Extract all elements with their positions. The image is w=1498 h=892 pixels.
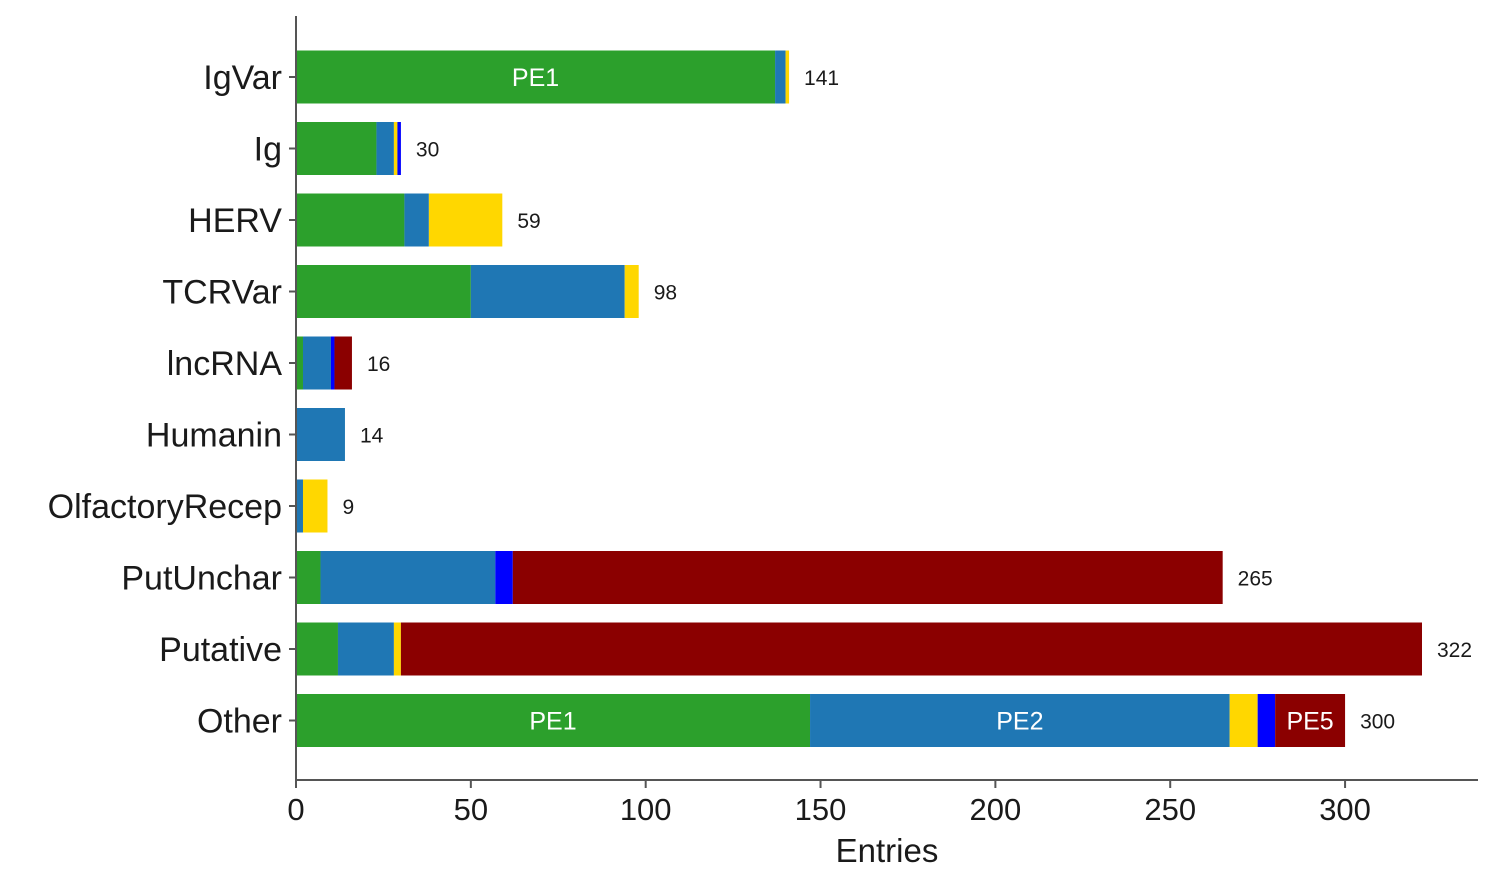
bar-segment (428, 193, 503, 247)
total-labels: 141 30 59 98 16 14 9 265 322 300 (342, 67, 1472, 734)
bar-segment (810, 694, 1230, 747)
bar-segment (296, 265, 471, 318)
bar-segment (296, 50, 776, 104)
bar-total-label: 9 (342, 496, 354, 519)
bar-segment (393, 622, 401, 676)
segment-annotation: PE1 (529, 708, 576, 736)
x-tick-label: 250 (1144, 792, 1196, 827)
bar-total-label: 30 (416, 139, 439, 162)
bar-segment (334, 336, 352, 390)
bar-segment (376, 122, 394, 175)
bar-segment (296, 122, 377, 175)
bar-total-label: 98 (654, 282, 677, 305)
bar-total-label: 300 (1360, 711, 1395, 734)
bar-total-label: 16 (367, 353, 390, 376)
bar-segment (624, 265, 639, 318)
y-tick-label: Ig (254, 131, 282, 169)
x-axis-title: Entries (836, 832, 939, 869)
y-tick-label: Humanin (146, 417, 282, 455)
category-labels: IgVar Ig HERV TCRVar lncRNA Humanin OlfactoryR… (48, 59, 283, 741)
bar-segment (296, 551, 321, 604)
bar-segment (296, 479, 303, 533)
bar-segment (296, 622, 338, 676)
y-tick-label: IgVar (203, 59, 282, 97)
bar-segment (470, 265, 625, 318)
y-tick-label: HERV (188, 202, 282, 240)
x-tick-label: 50 (454, 792, 488, 827)
bar-segment (495, 551, 513, 604)
x-tick-label: 200 (970, 792, 1022, 827)
x-tick-label: 300 (1319, 792, 1371, 827)
bar-segment (337, 622, 394, 676)
y-tick-label: PutUnchar (121, 560, 282, 598)
y-tick-label: Putative (159, 631, 282, 669)
y-tick-label: Other (197, 703, 282, 741)
bar-segment (785, 50, 790, 104)
bar-segment (400, 622, 1422, 676)
bar-total-label: 59 (517, 210, 540, 233)
bar-segment (393, 122, 398, 175)
segment-annotation: PE1 (512, 64, 559, 92)
y-tick-label: TCRVar (162, 274, 282, 312)
bar-segment (302, 336, 331, 390)
bar-segment (296, 193, 405, 247)
y-tick-label: lncRNA (167, 345, 283, 383)
x-tick-label: 0 (287, 792, 304, 827)
bar-segment (1229, 694, 1258, 747)
x-tick-label: 100 (620, 792, 672, 827)
bar-segment (330, 336, 335, 390)
bar-segment (1257, 694, 1276, 747)
bar-segment (302, 479, 328, 533)
segment-annotation: PE2 (996, 708, 1043, 736)
bar-total-label: 141 (804, 67, 839, 90)
bar-layer (296, 50, 1422, 747)
bar-segment (512, 551, 1223, 604)
y-tick-label: OlfactoryRecep (48, 488, 282, 526)
bar-segment (296, 408, 345, 461)
bar-total-label: 322 (1437, 639, 1472, 662)
x-ticks: 0 50 100 150 200 250 300 (287, 76, 1371, 827)
bar-total-label: 265 (1238, 568, 1273, 591)
bar-segment (320, 551, 496, 604)
bar-segment (1275, 694, 1346, 747)
segment-annotation: PE5 (1286, 708, 1333, 736)
bar-segment (404, 193, 429, 247)
x-tick-label: 150 (795, 792, 847, 827)
bar-segment (296, 694, 811, 747)
segment-labels: PE1 PE1 PE2 PE5 (512, 64, 1334, 736)
axes (295, 16, 1478, 781)
bar-total-label: 14 (360, 425, 384, 448)
bar-segment (397, 122, 401, 175)
bar-segment (775, 50, 786, 104)
bar-segment (296, 336, 303, 390)
